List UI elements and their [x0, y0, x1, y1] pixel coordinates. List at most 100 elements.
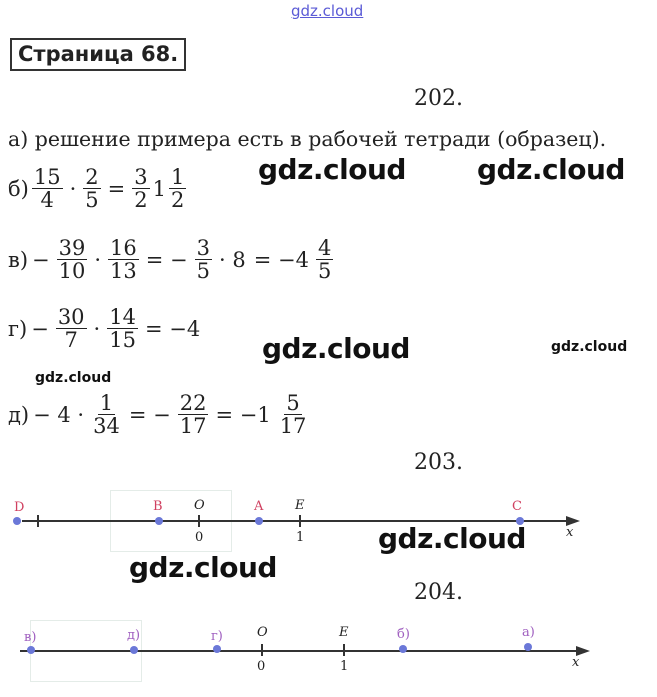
watermark: gdz.cloud [551, 339, 628, 355]
label: д) [8, 402, 30, 427]
label-e: E [295, 498, 305, 513]
fraction: 15 4 [31, 165, 63, 213]
watermark: gdz.cloud [477, 153, 625, 186]
point-d [130, 646, 138, 654]
operator: = − [145, 247, 188, 272]
operator: − [31, 316, 49, 341]
operator: = [107, 176, 126, 201]
numerator: 5 [284, 391, 302, 416]
whole-part: 1 [152, 176, 166, 201]
watermark: gdz.cloud [262, 332, 410, 365]
result: = −4 [144, 316, 201, 341]
fraction: 14 15 [107, 306, 138, 351]
axis-line [22, 520, 572, 522]
operator: = − [128, 402, 171, 427]
label-a: а) [522, 625, 535, 640]
point-b [155, 517, 163, 525]
watermark: gdz.cloud [129, 551, 277, 584]
denominator: 5 [317, 259, 332, 284]
numerator: 3 [132, 165, 150, 190]
denominator: 15 [109, 328, 136, 353]
numerator: 15 [31, 165, 63, 190]
label: б) [8, 176, 29, 201]
label-d: D [14, 500, 25, 515]
top-watermark[interactable]: gdz.cloud [291, 2, 364, 20]
tick-label-1: 1 [340, 659, 349, 674]
tick-1 [343, 644, 345, 656]
numerator: 22 [177, 391, 209, 416]
axis-arrow [566, 516, 580, 526]
point-a [255, 517, 263, 525]
task-202-a: а) решение примера есть в рабочей тетрад… [8, 127, 607, 151]
watermark: gdz.cloud [35, 370, 112, 386]
denominator: 2 [134, 188, 148, 213]
denominator: 34 [93, 414, 120, 439]
fraction: 30 7 [55, 305, 87, 353]
denominator: 17 [179, 414, 207, 439]
task-202-number: 202. [414, 86, 463, 111]
operator: = −1 [215, 402, 271, 427]
label-b: B [153, 499, 163, 514]
fraction: 22 17 [177, 391, 209, 439]
numerator: 14 [107, 305, 138, 330]
label-b: б) [397, 627, 410, 642]
fraction: 39 10 [56, 236, 88, 284]
tick-label-1: 1 [296, 530, 305, 545]
label: в) [8, 247, 29, 272]
numerator: 1 [97, 391, 116, 416]
numerator: 16 [108, 236, 139, 261]
operator: · [69, 176, 77, 201]
tick [37, 515, 39, 527]
fraction: 16 13 [108, 237, 139, 282]
denominator: 5 [85, 188, 99, 213]
label-e: E [339, 625, 349, 640]
denominator: 2 [171, 188, 185, 213]
numerator: 39 [56, 236, 88, 261]
numerator: 1 [169, 165, 187, 190]
fraction: 1 34 [91, 392, 122, 437]
watermark: gdz.cloud [378, 522, 526, 555]
label-d: д) [127, 628, 141, 643]
denominator: 7 [64, 328, 78, 353]
denominator: 13 [110, 259, 137, 284]
label-a: A [254, 499, 264, 514]
axis-line [20, 650, 580, 652]
axis-arrow [576, 646, 590, 656]
operator: = −4 [253, 247, 309, 272]
operator: · [93, 316, 101, 341]
task-202-g: г) − 30 7 · 14 15 = −4 [8, 306, 204, 351]
point-d [13, 517, 21, 525]
axis-label-x: x [572, 655, 580, 670]
tick-label-0: 0 [257, 659, 266, 674]
point-b [399, 645, 407, 653]
denominator: 17 [279, 414, 307, 439]
point-v [27, 646, 35, 654]
operator: · 8 [219, 247, 246, 272]
label-v: в) [24, 630, 37, 645]
label-o: O [194, 498, 205, 513]
operator: − 4 · [33, 402, 85, 427]
denominator: 4 [40, 188, 54, 213]
tick-0 [198, 515, 200, 527]
axis-label-x: x [566, 525, 574, 540]
label-o: O [257, 625, 268, 640]
numerator: 30 [55, 305, 87, 330]
operator: − [32, 247, 50, 272]
denominator: 10 [58, 259, 86, 284]
tick-0 [261, 644, 263, 656]
numerator: 2 [83, 165, 101, 190]
denominator: 5 [196, 259, 211, 284]
point-a [524, 643, 532, 651]
fraction: 5 17 [278, 392, 309, 437]
point-g [213, 645, 221, 653]
label: г) [8, 316, 28, 341]
label-g: г) [211, 629, 223, 644]
task-203-number: 203. [414, 450, 463, 475]
numerator: 4 [315, 236, 334, 261]
task-202-d: д) − 4 · 1 34 = − 22 17 = −1 5 17 [8, 392, 311, 437]
